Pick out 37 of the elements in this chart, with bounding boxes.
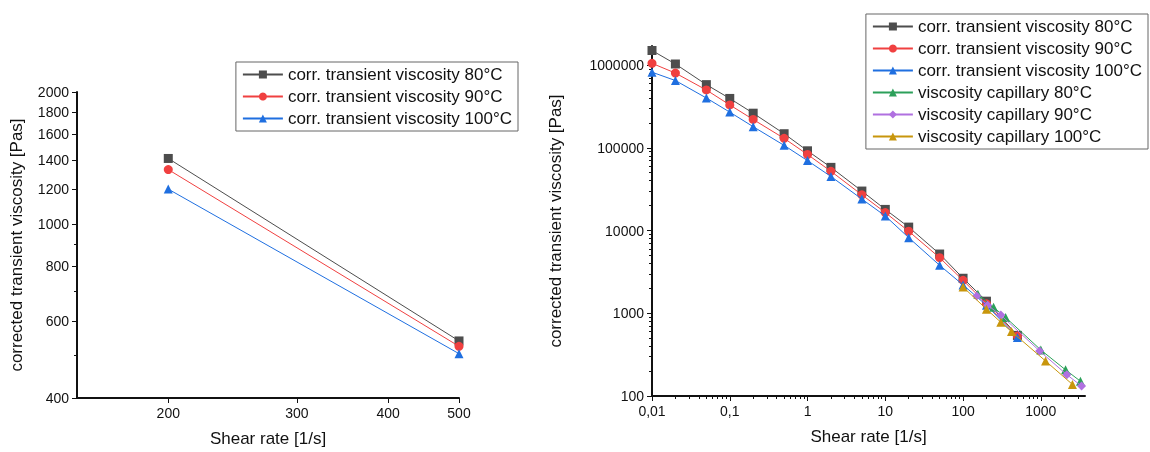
x-tick-label: 10	[877, 403, 894, 419]
y-tick-label: 1600	[37, 126, 70, 143]
y-tick-label: 1000	[37, 215, 70, 232]
x-tick-label: 0,01	[638, 403, 666, 419]
x-tick-label: 0,1	[720, 403, 740, 419]
y-tick-label: 1200	[37, 181, 70, 198]
x-tick-label: 100	[951, 403, 975, 419]
x-tick-label: 200	[156, 405, 181, 421]
y-tick-label: 2000	[37, 84, 70, 100]
x-axis-title: Shear rate [1/s]	[209, 429, 327, 448]
x-tick-label: 1000	[1025, 403, 1057, 419]
x-tick-label: 400	[376, 405, 401, 421]
y-axis-title: corrected transient viscosity [Pas]	[7, 118, 26, 372]
y-axis-title: corrected transient viscosity [Pas]	[546, 94, 565, 348]
y-tick-label: 1000	[612, 305, 645, 322]
y-tick-label: 400	[45, 390, 70, 406]
y-tick-label: 1800	[37, 104, 70, 121]
legend-label: viscosity capillary 90°C	[917, 105, 1092, 124]
y-tick-label: 10000	[605, 222, 645, 239]
y-tick-label: 800	[45, 258, 70, 275]
legend-label: corr. transient viscosity 90°C	[917, 39, 1133, 58]
y-tick-label: 1400	[37, 151, 70, 168]
legend-label: corr. transient viscosity 90°C	[287, 87, 503, 106]
x-axis-title: Shear rate [1/s]	[810, 427, 927, 446]
y-tick-label: 100000	[597, 139, 645, 156]
legend-label: viscosity capillary 80°C	[917, 83, 1092, 102]
legend-label: corr. transient viscosity 100°C	[917, 61, 1142, 80]
y-tick-label: 1000000	[589, 57, 645, 74]
legend-label: viscosity capillary 100°C	[917, 127, 1102, 146]
x-tick-label: 300	[285, 405, 309, 421]
y-tick-label: 600	[45, 312, 70, 329]
y-tick-label: 100	[620, 388, 645, 404]
x-tick-label: 1	[803, 403, 812, 419]
legend-label: corr. transient viscosity 80°C	[287, 65, 503, 84]
x-tick-label: 500	[447, 405, 471, 421]
legend-label: corr. transient viscosity 100°C	[287, 109, 512, 128]
legend-label: corr. transient viscosity 80°C	[917, 17, 1133, 36]
